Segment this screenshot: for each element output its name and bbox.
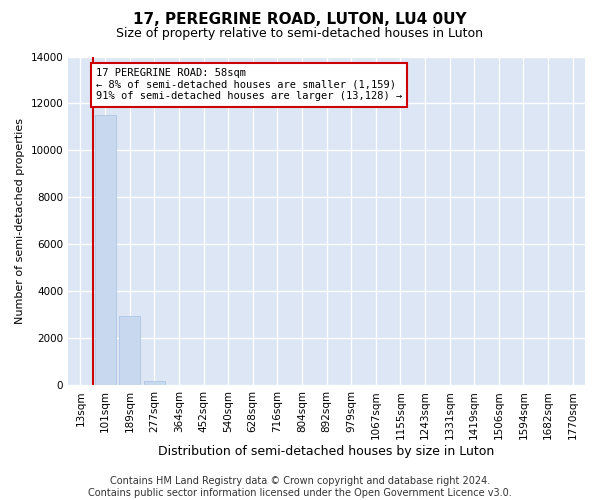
X-axis label: Distribution of semi-detached houses by size in Luton: Distribution of semi-detached houses by … bbox=[158, 444, 495, 458]
Bar bbox=[119, 316, 140, 386]
Text: 17, PEREGRINE ROAD, LUTON, LU4 0UY: 17, PEREGRINE ROAD, LUTON, LU4 0UY bbox=[133, 12, 467, 28]
Text: 17 PEREGRINE ROAD: 58sqm
← 8% of semi-detached houses are smaller (1,159)
91% of: 17 PEREGRINE ROAD: 58sqm ← 8% of semi-de… bbox=[96, 68, 402, 102]
Text: Contains HM Land Registry data © Crown copyright and database right 2024.
Contai: Contains HM Land Registry data © Crown c… bbox=[88, 476, 512, 498]
Text: Size of property relative to semi-detached houses in Luton: Size of property relative to semi-detach… bbox=[116, 28, 484, 40]
Bar bbox=[95, 115, 116, 386]
Y-axis label: Number of semi-detached properties: Number of semi-detached properties bbox=[15, 118, 25, 324]
Bar bbox=[144, 380, 165, 386]
